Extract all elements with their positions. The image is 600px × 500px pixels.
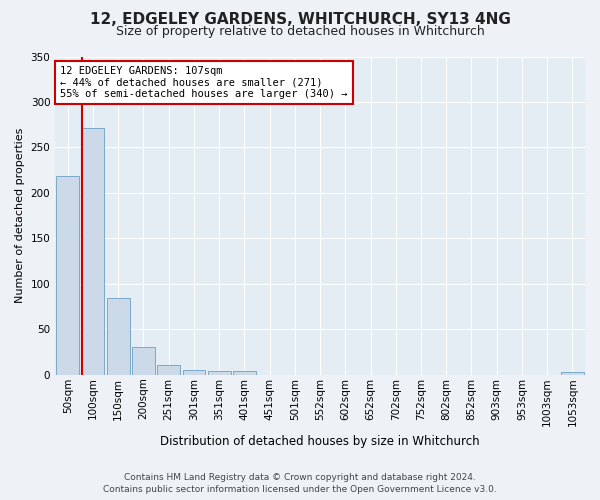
Bar	[157, 365, 180, 375]
Bar	[132, 348, 155, 375]
Bar	[208, 371, 230, 375]
Text: 12 EDGELEY GARDENS: 107sqm
← 44% of detached houses are smaller (271)
55% of sem: 12 EDGELEY GARDENS: 107sqm ← 44% of deta…	[61, 66, 348, 99]
Bar	[182, 370, 205, 375]
Text: Contains HM Land Registry data © Crown copyright and database right 2024.
Contai: Contains HM Land Registry data © Crown c…	[103, 472, 497, 494]
Bar	[56, 176, 79, 375]
Bar	[82, 128, 104, 375]
Bar	[107, 298, 130, 375]
Text: Size of property relative to detached houses in Whitchurch: Size of property relative to detached ho…	[116, 25, 484, 38]
Text: 12, EDGELEY GARDENS, WHITCHURCH, SY13 4NG: 12, EDGELEY GARDENS, WHITCHURCH, SY13 4N…	[89, 12, 511, 28]
Bar	[233, 371, 256, 375]
Y-axis label: Number of detached properties: Number of detached properties	[15, 128, 25, 304]
X-axis label: Distribution of detached houses by size in Whitchurch: Distribution of detached houses by size …	[160, 434, 480, 448]
Bar	[561, 372, 584, 375]
